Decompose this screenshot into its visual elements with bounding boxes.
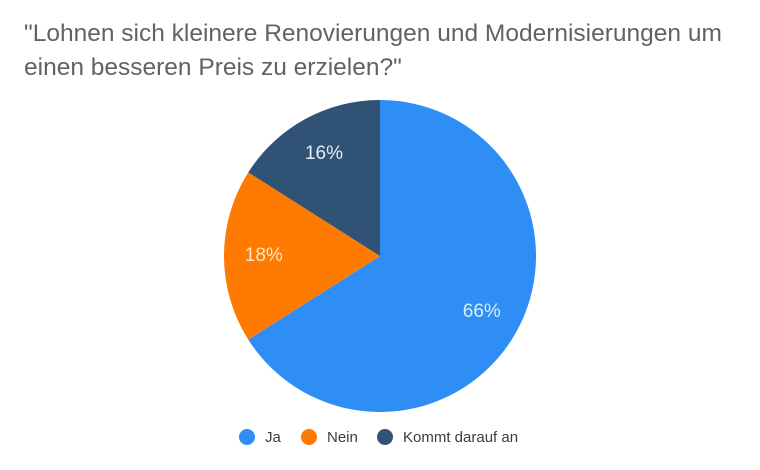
svg-text:Ja: Ja (265, 429, 282, 446)
svg-text:18%: 18% (245, 245, 283, 266)
svg-text:16%: 16% (305, 143, 343, 164)
svg-text:66%: 66% (463, 301, 501, 322)
svg-text:Kommt darauf an: Kommt darauf an (403, 429, 518, 446)
svg-text:Nein: Nein (327, 429, 358, 446)
